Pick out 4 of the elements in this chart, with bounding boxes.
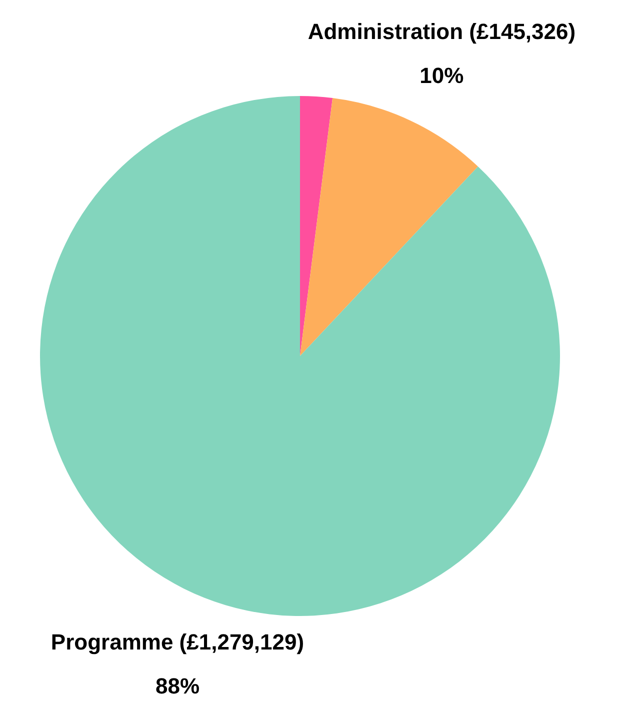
data-label: 88% <box>155 673 200 698</box>
slice-label: Programme (£1,279,129) <box>50 629 304 654</box>
slice-label: Administration (£145,326) <box>308 18 576 44</box>
data-label: 10% <box>420 62 464 88</box>
